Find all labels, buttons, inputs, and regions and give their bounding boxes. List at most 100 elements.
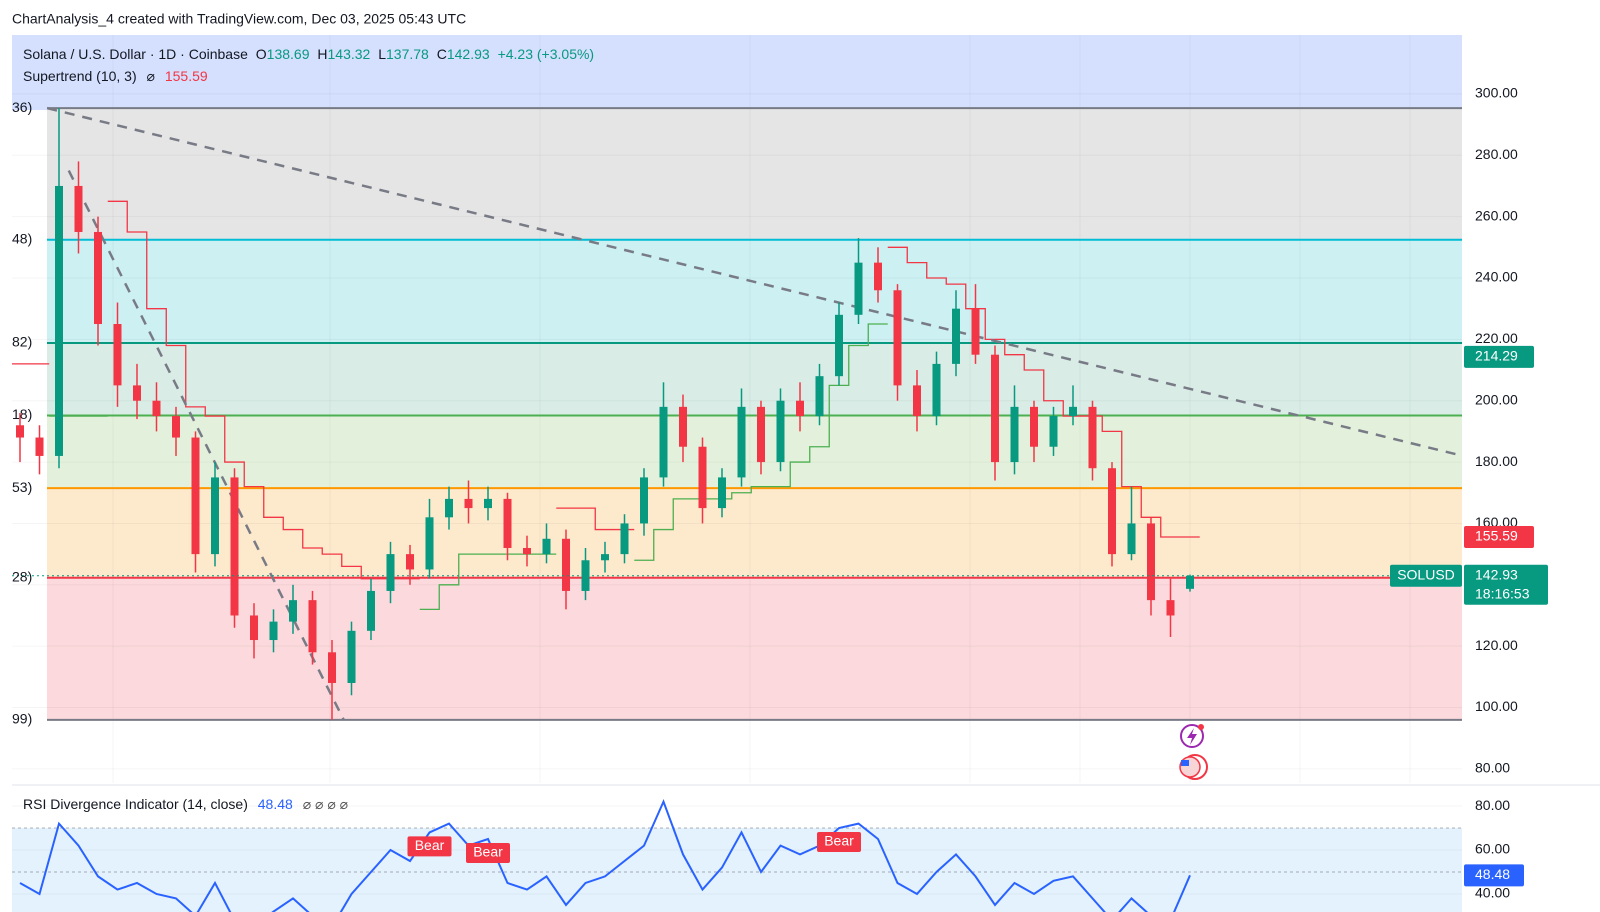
- candle-body: [601, 554, 609, 561]
- candle-body: [913, 385, 921, 417]
- fib-label: 28): [12, 569, 32, 585]
- candle-body: [757, 406, 765, 463]
- symbol-badge: [1390, 564, 1462, 587]
- fib-label: 53): [12, 479, 32, 495]
- candle-body: [289, 600, 297, 622]
- candle-body: [854, 262, 863, 315]
- flag-icon[interactable]: [1179, 754, 1208, 780]
- candle-body: [581, 560, 590, 591]
- candle-body: [94, 231, 102, 325]
- candle-body: [1186, 575, 1194, 589]
- header: ChartAnalysis_4 created with TradingView…: [12, 11, 466, 27]
- fib-zone: [47, 577, 1462, 720]
- candle-body: [269, 621, 278, 641]
- candle-body: [386, 554, 395, 591]
- countdown: 18:16:53: [1475, 586, 1530, 602]
- c-value: 142.93: [447, 46, 490, 62]
- fib-zone: [47, 108, 1462, 240]
- rsi-badge-label: 48.48: [1475, 866, 1510, 882]
- y-tick-label: 180.00: [1475, 453, 1518, 469]
- supertrend: [634, 323, 888, 561]
- candle-body: [1049, 416, 1058, 447]
- candle-body: [230, 477, 239, 616]
- h-label: H: [317, 46, 327, 62]
- candle-body: [152, 400, 161, 417]
- legend: Solana / U.S. Dollar · 1D · Coinbase O13…: [23, 46, 594, 62]
- y-tick-label: 260.00: [1475, 207, 1518, 223]
- rsi-tick-label: 40.00: [1475, 885, 1510, 901]
- y-tick-label: 200.00: [1475, 391, 1518, 407]
- candle-body: [250, 615, 258, 641]
- fib-label: 36): [12, 99, 32, 115]
- supertrend-label: Supertrend (10, 3): [23, 68, 137, 84]
- rsi-title: RSI Divergence Indicator (14, close): [23, 796, 248, 812]
- candle-body: [991, 354, 999, 463]
- candle-body: [718, 477, 726, 509]
- price-badge: [1464, 345, 1534, 368]
- divergence-tag: [466, 843, 510, 864]
- fib-zone: [47, 342, 1462, 416]
- candle-body: [562, 538, 570, 591]
- candle-body: [445, 498, 453, 518]
- symbol: Solana / U.S. Dollar · 1D · Coinbase: [23, 46, 248, 62]
- candle-body: [1069, 406, 1077, 417]
- candle-body: [425, 517, 434, 570]
- y-tick-label: 240.00: [1475, 269, 1518, 285]
- candle-body: [308, 600, 317, 653]
- supertrend: [556, 507, 635, 531]
- candle-body: [835, 314, 843, 377]
- rsi-tick-label: 60.00: [1475, 841, 1510, 857]
- candle-body: [542, 538, 551, 555]
- supertrend: [107, 200, 420, 580]
- candle-body: [640, 477, 648, 524]
- fib-zone: [47, 488, 1462, 578]
- candle-body: [211, 477, 219, 555]
- candle-body: [932, 363, 941, 417]
- candle-body: [1108, 468, 1116, 555]
- rsi-tick-label: 80.00: [1475, 797, 1510, 813]
- candle-body: [1127, 523, 1136, 555]
- candle-body: [367, 590, 375, 631]
- candle-body: [74, 185, 83, 232]
- candle-body: [698, 446, 707, 509]
- l-label: L: [378, 46, 386, 62]
- candle-body: [484, 498, 492, 509]
- candle-body: [464, 498, 473, 509]
- candle-body: [406, 554, 414, 570]
- last-price-label: 142.93: [1475, 567, 1518, 583]
- supertrend-legend: Supertrend (10, 3) ⌀ 155.59: [23, 68, 208, 84]
- candle-body: [16, 425, 24, 438]
- o-label: O: [256, 46, 267, 62]
- o-value: 138.69: [267, 46, 310, 62]
- candle-body: [620, 523, 629, 555]
- candle-body: [35, 437, 44, 456]
- candle-body: [328, 652, 336, 683]
- y-tick-label: 220.00: [1475, 330, 1518, 346]
- fib-zone: [47, 415, 1462, 489]
- l-value: 137.78: [386, 46, 429, 62]
- candle-body: [191, 437, 200, 555]
- trendline: [67, 170, 345, 721]
- candle-body: [133, 385, 141, 401]
- price-badge-label: 155.59: [1475, 528, 1518, 544]
- y-tick-label: 300.00: [1475, 85, 1518, 101]
- supertrend-value: 155.59: [165, 68, 208, 84]
- divergence-label: Bear: [473, 844, 503, 860]
- y-tick-label: 100.00: [1475, 698, 1518, 714]
- divergence-label: Bear: [415, 837, 445, 853]
- candle-body: [1166, 600, 1175, 616]
- candle-body: [172, 416, 180, 438]
- y-tick-label: 280.00: [1475, 146, 1518, 162]
- y-tick-label: 120.00: [1475, 637, 1518, 653]
- candle-body: [55, 185, 63, 456]
- trendline: [47, 106, 1462, 457]
- h-value: 143.32: [328, 46, 371, 62]
- supertrend-icon: ⌀: [147, 68, 156, 84]
- candle-body: [113, 324, 122, 386]
- candle-body: [776, 400, 785, 463]
- candle-body: [679, 406, 687, 447]
- alert-icon[interactable]: [1180, 724, 1204, 748]
- header-band: [12, 35, 1462, 110]
